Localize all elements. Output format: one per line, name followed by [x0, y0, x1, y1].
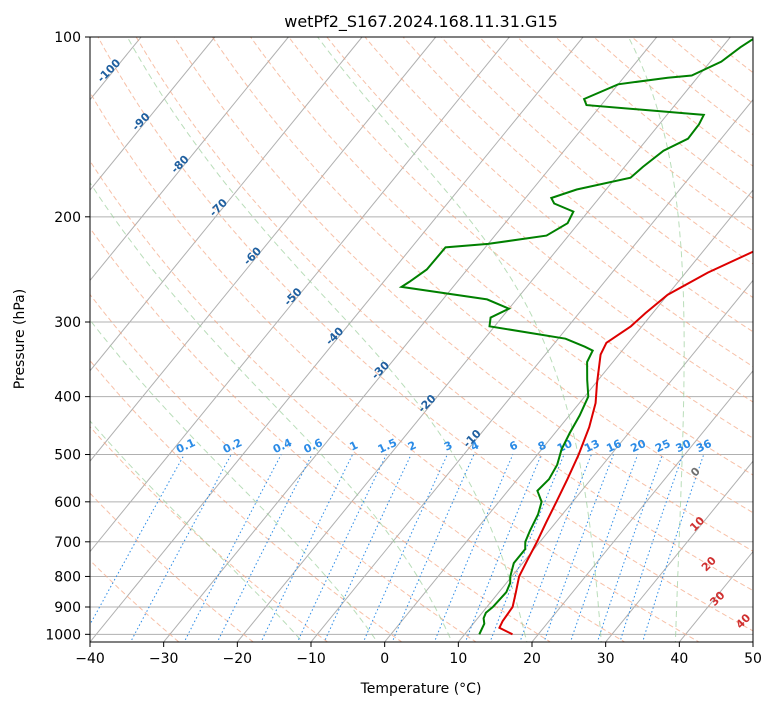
y-tick-label: 1000: [45, 627, 81, 643]
y-tick-label: 100: [54, 30, 81, 46]
mixing-ratio-line: [183, 454, 282, 642]
y-tick-label: 900: [54, 600, 81, 616]
x-tick-label: 10: [449, 651, 467, 667]
mixing-ratio-label: 25: [653, 437, 672, 455]
mixing-ratio-label: 13: [582, 437, 601, 455]
y-tick-label: 600: [54, 495, 81, 511]
isotherm-line: [90, 37, 216, 191]
dry-adiabat-line: [90, 426, 329, 642]
y-axis: 100 200 300 400 500 600 700 800 900 1000: [45, 30, 90, 643]
mixing-ratio-line: [130, 454, 232, 642]
dry-adiabat-line: [402, 37, 753, 333]
isotherm-line: [90, 37, 437, 463]
dry-adiabat-line: [90, 293, 477, 642]
mixing-ratio-line: [216, 454, 313, 642]
dry-adiabat-line: [211, 37, 753, 514]
mixing-ratio-line: [642, 454, 705, 642]
isotherm-line: [163, 37, 658, 642]
y-tick-label: 400: [54, 390, 81, 406]
mixing-ratio-line: [489, 454, 565, 642]
moist-adiabat-line: [628, 37, 685, 642]
moist-adiabat-line: [317, 37, 602, 642]
y-tick-label: 500: [54, 448, 81, 464]
isotherm-line: [90, 37, 363, 372]
dry-adiabat-line: [90, 492, 254, 642]
dewpoint-profile-line: [398, 37, 753, 635]
x-tick-label: 30: [597, 651, 615, 667]
y-tick-label: 800: [54, 569, 81, 585]
mixing-ratio-line: [619, 454, 684, 642]
dry-adiabat-line: [288, 37, 753, 439]
dry-adiabat-line: [90, 227, 552, 642]
x-tick-label: −30: [149, 651, 179, 667]
moist-adiabat-line: [126, 37, 528, 642]
x-tick-label: 20: [523, 651, 541, 667]
mixing-ratio-line: [596, 454, 663, 642]
background-lines: [90, 37, 753, 642]
mixing-ratio-line: [543, 454, 614, 642]
x-tick-label: 50: [744, 651, 762, 667]
x-tick-label: 0: [380, 651, 389, 667]
y-tick-label: 200: [54, 210, 81, 226]
mixing-ratio-label: 30: [674, 437, 694, 455]
isotherm-line: [90, 37, 289, 282]
x-axis-label: Temperature (°C): [360, 681, 482, 697]
isotherm-line: [605, 460, 753, 642]
isotherm-line: [236, 37, 731, 642]
dry-adiabat-line: [90, 160, 626, 642]
mixing-ratio-label: 36: [694, 437, 714, 455]
dry-adiabat-line: [90, 91, 700, 642]
isotherm-line: [457, 279, 753, 642]
isotherm-line: [531, 370, 753, 642]
mixing-ratio-line: [260, 454, 354, 642]
isotherm-line: [384, 189, 753, 642]
mixing-ratio-line: [569, 454, 639, 642]
x-tick-label: −10: [296, 651, 326, 667]
temperature-profile-line: [498, 250, 753, 636]
x-tick-label: −20: [223, 651, 253, 667]
mixing-ratio-label: 10: [555, 437, 575, 455]
dry-adiabat-line: [90, 559, 180, 642]
dry-adiabat-line: [440, 37, 753, 299]
profile-lines: [398, 37, 753, 636]
mixing-ratio-line: [464, 454, 542, 642]
chart-title: wetPf2_S167.2024.168.11.31.G15: [284, 12, 558, 32]
isotherm-line: [310, 98, 753, 642]
x-tick-label: −40: [75, 651, 105, 667]
mixing-ratio-line: [296, 454, 387, 642]
isotherm-line: [90, 37, 584, 642]
y-tick-label: 300: [54, 315, 81, 331]
mixing-ratio-label: 16: [604, 437, 624, 455]
x-tick-label: 40: [670, 651, 688, 667]
dry-adiabat-line: [326, 37, 753, 403]
y-tick-label: 700: [54, 535, 81, 551]
moist-adiabat-line: [90, 319, 378, 642]
dry-adiabat-line: [173, 37, 753, 552]
plot-frame: [89, 36, 754, 643]
x-axis: −40 −30 −20 −10 0 10 20 30 40 50: [75, 642, 762, 667]
mixing-ratio-line: [433, 454, 514, 642]
mixing-ratio-label: 20: [629, 437, 649, 455]
isotherm-line: [90, 37, 510, 553]
y-axis-label: Pressure (hPa): [12, 289, 28, 389]
mixing-ratio-line: [519, 454, 592, 642]
